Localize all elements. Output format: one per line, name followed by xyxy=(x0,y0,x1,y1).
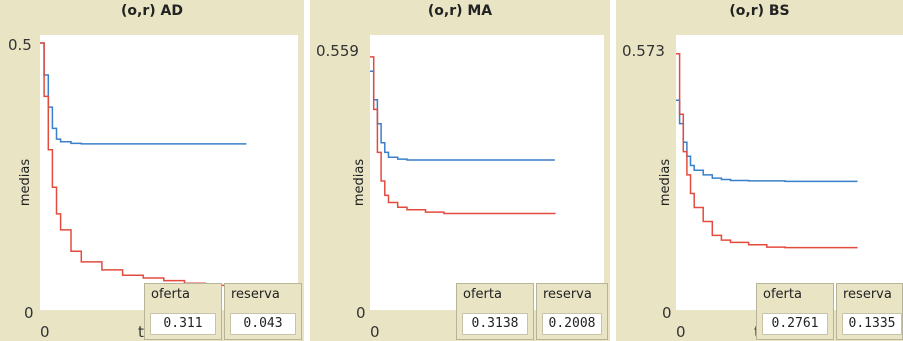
plot-svg xyxy=(676,52,858,249)
plot-svg xyxy=(370,56,556,215)
monitor-value: 0.311 xyxy=(150,313,216,335)
series-line-oferta xyxy=(40,42,247,145)
y-max-label: 0.559 xyxy=(316,42,359,60)
monitor-reserva: reserva 0.2008 xyxy=(536,283,608,340)
monitor-label: reserva xyxy=(231,287,280,302)
monitor-label: oferta xyxy=(463,287,502,302)
monitor-oferta: oferta 0.3138 xyxy=(456,283,534,340)
monitor-value: 0.2761 xyxy=(762,313,828,335)
series-line-reserva xyxy=(370,56,556,215)
plot-area xyxy=(676,35,903,310)
monitor-value: 0.1335 xyxy=(842,313,902,335)
x-min-label: 0 xyxy=(40,323,50,341)
plot-area xyxy=(40,35,298,310)
panel-title: (o,r) AD xyxy=(121,3,183,19)
y-max-label: 0.573 xyxy=(622,42,665,60)
series-line-oferta xyxy=(676,99,858,183)
plot-panel-bs: (o,r) BS 0.573 0 0 t medias oferta 0.276… xyxy=(616,0,903,341)
monitor-oferta: oferta 0.2761 xyxy=(756,283,834,340)
y-min-label: 0 xyxy=(24,304,34,322)
panel-title: (o,r) BS xyxy=(729,3,790,19)
monitor-label: reserva xyxy=(843,287,892,302)
series-line-oferta xyxy=(370,70,555,161)
x-min-label: 0 xyxy=(370,323,380,341)
monitor-oferta: oferta 0.311 xyxy=(144,283,222,340)
y-min-label: 0 xyxy=(356,304,366,322)
y-min-label: 0 xyxy=(662,304,672,322)
y-axis-label: medias xyxy=(352,158,368,207)
series-line-reserva xyxy=(40,42,248,287)
monitor-reserva: reserva 0.1335 xyxy=(836,283,903,340)
monitor-value: 0.043 xyxy=(230,313,296,335)
panel-title: (o,r) MA xyxy=(427,3,493,19)
y-axis-label: medias xyxy=(658,158,674,207)
monitor-value: 0.2008 xyxy=(542,313,602,335)
y-max-label: 0.5 xyxy=(8,36,32,54)
series-line-reserva xyxy=(676,52,858,249)
monitor-label: oferta xyxy=(151,287,190,302)
plot-area xyxy=(370,35,604,310)
monitor-value: 0.3138 xyxy=(462,313,528,335)
y-axis-label: medias xyxy=(18,158,34,207)
monitor-label: oferta xyxy=(763,287,802,302)
x-axis-partial-label: t xyxy=(138,323,144,341)
plot-svg xyxy=(40,42,248,287)
monitor-label: reserva xyxy=(543,287,592,302)
plot-panel-ad: (o,r) AD 0.5 0 0 t medias oferta 0.311 r… xyxy=(0,0,304,341)
x-min-label: 0 xyxy=(676,323,686,341)
monitor-reserva: reserva 0.043 xyxy=(224,283,302,340)
plot-panel-ma: (o,r) MA 0.559 0 0 medias oferta 0.3138 … xyxy=(310,0,610,341)
